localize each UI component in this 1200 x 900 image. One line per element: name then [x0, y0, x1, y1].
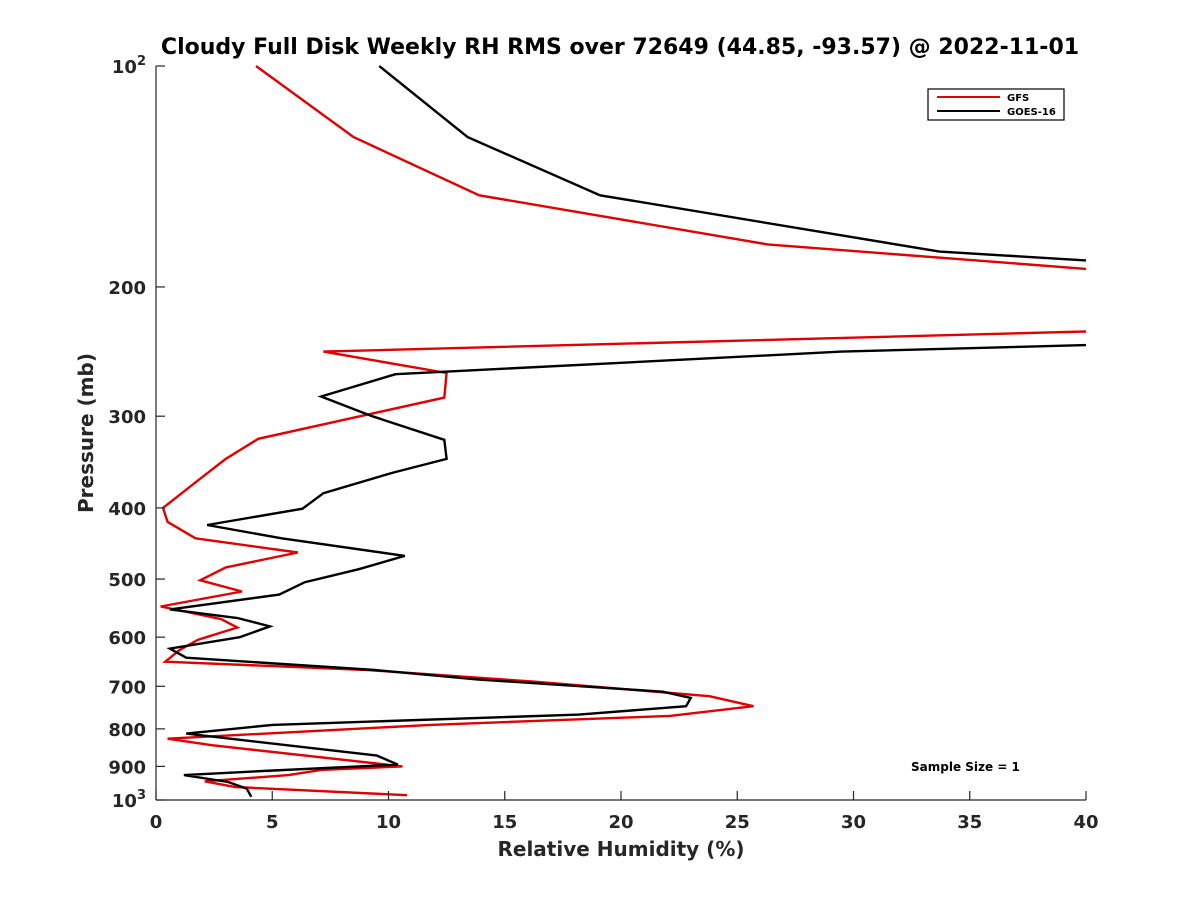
x-tick-label: 40: [1073, 812, 1098, 833]
chart-title: Cloudy Full Disk Weekly RH RMS over 7264…: [161, 35, 1079, 60]
legend-label-gfs: GFS: [1007, 93, 1029, 104]
y-tick-label: 200: [108, 278, 146, 299]
x-tick-label: 5: [266, 812, 279, 833]
y-tick-label: 400: [108, 499, 146, 520]
x-axis-label: Relative Humidity (%): [497, 837, 744, 861]
y-tick-label: 300: [108, 407, 146, 428]
series-line-gfs: [160, 65, 1087, 797]
x-tick-label: 0: [150, 812, 163, 833]
x-tick-label: 30: [841, 812, 866, 833]
legend: GFS GOES-16: [927, 88, 1065, 121]
x-tick-label: 10: [376, 812, 401, 833]
legend-box: [927, 88, 1065, 121]
x-tick-label: 15: [492, 812, 517, 833]
y-tick-label: 800: [108, 720, 146, 741]
plot-series: [160, 65, 1087, 798]
y-tick-label: 900: [108, 757, 146, 778]
legend-label-goes16: GOES-16: [1007, 107, 1056, 118]
y-tick-label: 102: [112, 54, 146, 78]
x-ticks: 0 5 10 15 20 25 30 35 40: [150, 791, 1099, 833]
y-tick-label: 500: [108, 570, 146, 591]
y-ticks: 102 200 300 400 500 600 700 800 900 103: [108, 54, 165, 812]
y-tick-label: 103: [112, 788, 146, 812]
x-tick-label: 35: [957, 812, 982, 833]
y-tick-label: 700: [108, 677, 146, 698]
x-tick-label: 20: [608, 812, 633, 833]
x-tick-label: 25: [725, 812, 750, 833]
y-axis-label: Pressure (mb): [74, 353, 98, 513]
series-line-goes16: [166, 65, 1087, 798]
sample-size-annotation: Sample Size = 1: [911, 760, 1020, 774]
y-tick-label: 600: [108, 628, 146, 649]
